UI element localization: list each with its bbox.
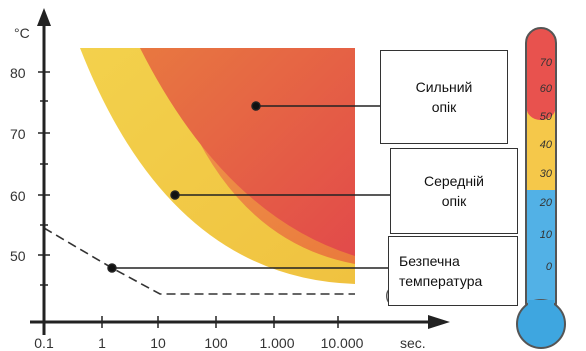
x-tick-label: 100 xyxy=(204,335,228,351)
y-tick-label: 80 xyxy=(10,65,26,81)
safe-label-line2: температура xyxy=(399,273,483,289)
x-unit-label: sec. xyxy=(400,335,426,351)
thermometer-tick: 40 xyxy=(540,139,553,151)
y-tick-label: 50 xyxy=(10,248,26,264)
y-tick-marks xyxy=(38,71,50,286)
severe-burn-label-line1: Сильний xyxy=(415,79,473,95)
severe-burn-zone xyxy=(140,48,355,256)
thermometer-tube-hot xyxy=(526,28,556,120)
x-tick-marks xyxy=(43,316,339,328)
thermometer: 70 60 50 40 30 20 10 0 xyxy=(516,27,566,349)
x-axis-arrow xyxy=(428,315,450,329)
thermometer-tube-warm xyxy=(526,112,556,190)
x-tick-label: 0.1 xyxy=(34,335,54,351)
safe-threshold-line xyxy=(43,227,355,295)
callout-leaders xyxy=(107,101,390,273)
y-unit-label: °C xyxy=(14,25,30,41)
x-tick-label: 1.000 xyxy=(259,335,294,351)
medium-burn-label-line2: опік xyxy=(441,193,467,209)
y-axis-arrow xyxy=(37,8,51,26)
safe-label-line1: Безпечна xyxy=(399,253,460,269)
y-tick-label: 70 xyxy=(10,126,26,142)
medium-burn-label-line1: Середній xyxy=(424,173,484,189)
severe-burn-callout: Сильний опік xyxy=(380,50,508,144)
thermometer-tick: 20 xyxy=(539,197,553,209)
y-tick-label: 60 xyxy=(10,188,26,204)
thermometer-tube-cold xyxy=(526,180,556,310)
thermometer-tick: 30 xyxy=(540,168,553,180)
thermometer-tick: 60 xyxy=(540,83,553,95)
x-tick-label: 1 xyxy=(98,335,106,351)
thermometer-tick: 0 xyxy=(546,261,553,273)
thermometer-tick: 50 xyxy=(540,111,553,123)
thermometer-tick: 70 xyxy=(540,57,553,69)
severe-burn-label-line2: опік xyxy=(431,99,457,115)
medium-burn-callout: Середній опік xyxy=(390,148,518,234)
safe-temperature-callout: Безпечна температура xyxy=(388,236,518,306)
x-tick-label: 10 xyxy=(150,335,166,351)
x-tick-label: 10.000 xyxy=(321,335,364,351)
thermometer-tick: 10 xyxy=(540,229,553,241)
